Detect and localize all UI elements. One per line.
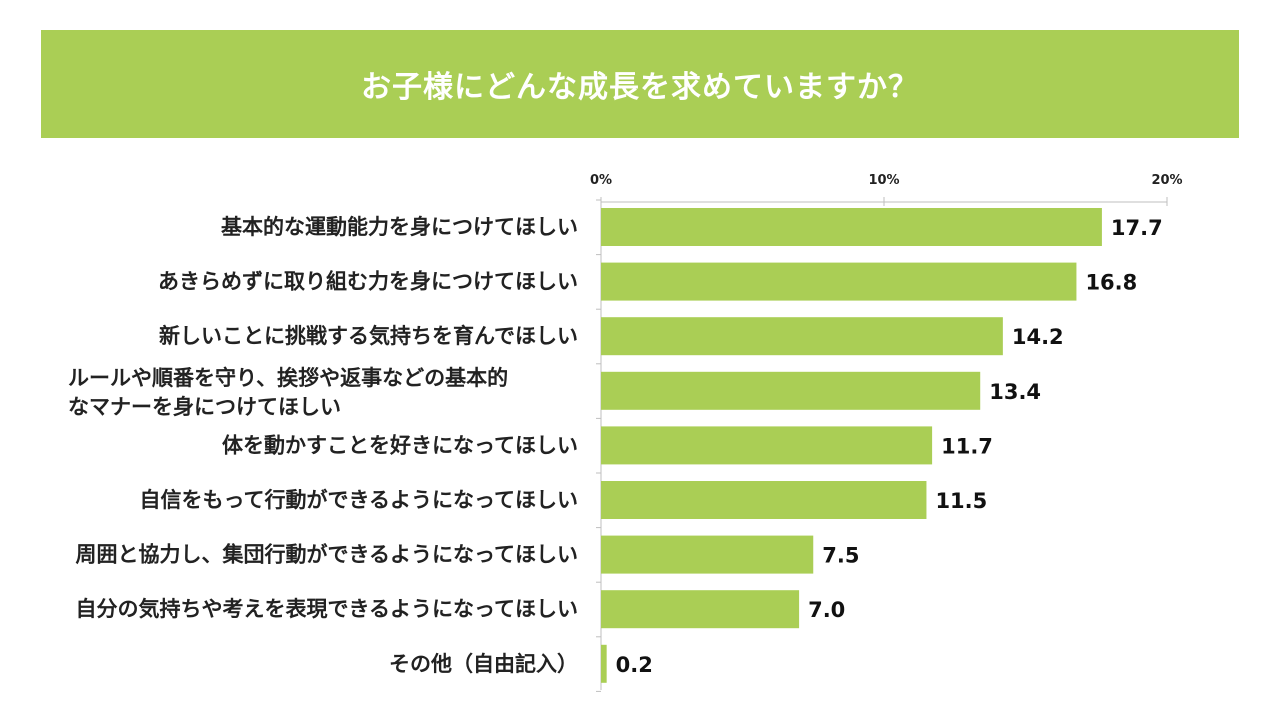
category-label: 体を動かすことを好きになってほしい (222, 433, 578, 457)
data-label: 11.5 (935, 489, 987, 513)
bar (601, 208, 1102, 246)
x-tick-label: 10% (868, 173, 899, 188)
title-banner: お子様にどんな成長を求めていますか？ (41, 30, 1239, 138)
data-label: 11.7 (941, 434, 993, 458)
category-label: 自分の気持ちや考えを表現できるようになってほしい (75, 597, 578, 621)
data-label: 14.2 (1012, 325, 1064, 349)
bar (601, 426, 933, 465)
bar (601, 481, 927, 519)
category-label: 基本的な運動能力を身につけてほしい (221, 215, 578, 239)
x-tick-label: 20% (1151, 173, 1182, 188)
bar (601, 535, 814, 574)
category-label: 周囲と協力し、集団行動ができるようになってほしい (75, 543, 578, 567)
bar (601, 317, 1003, 356)
chart-title: お子様にどんな成長を求めていますか？ (361, 70, 919, 105)
category-label: 新しいことに挑戦する気持ちを育んでほしい (159, 324, 578, 348)
category-label: 自信をもって行動ができるようになってほしい (140, 488, 578, 512)
data-label: 7.5 (822, 544, 859, 568)
data-label: 0.2 (616, 653, 653, 677)
category-label: なマナーを身につけてほしい (68, 395, 341, 419)
category-label: その他（自由記入） (389, 652, 578, 676)
data-label: 13.4 (989, 380, 1041, 404)
bar (601, 371, 981, 410)
category-label: あきらめずに取り組む力を身につけてほしい (158, 270, 578, 294)
data-label: 7.0 (808, 598, 845, 622)
bar (601, 262, 1077, 301)
data-label: 17.7 (1111, 216, 1163, 240)
bar (601, 644, 607, 683)
category-label: ルールや順番を守り、挨拶や返事などの基本的 (68, 366, 508, 390)
data-label: 16.8 (1085, 271, 1137, 295)
bar (601, 590, 800, 629)
x-tick-label: 0% (590, 173, 612, 188)
